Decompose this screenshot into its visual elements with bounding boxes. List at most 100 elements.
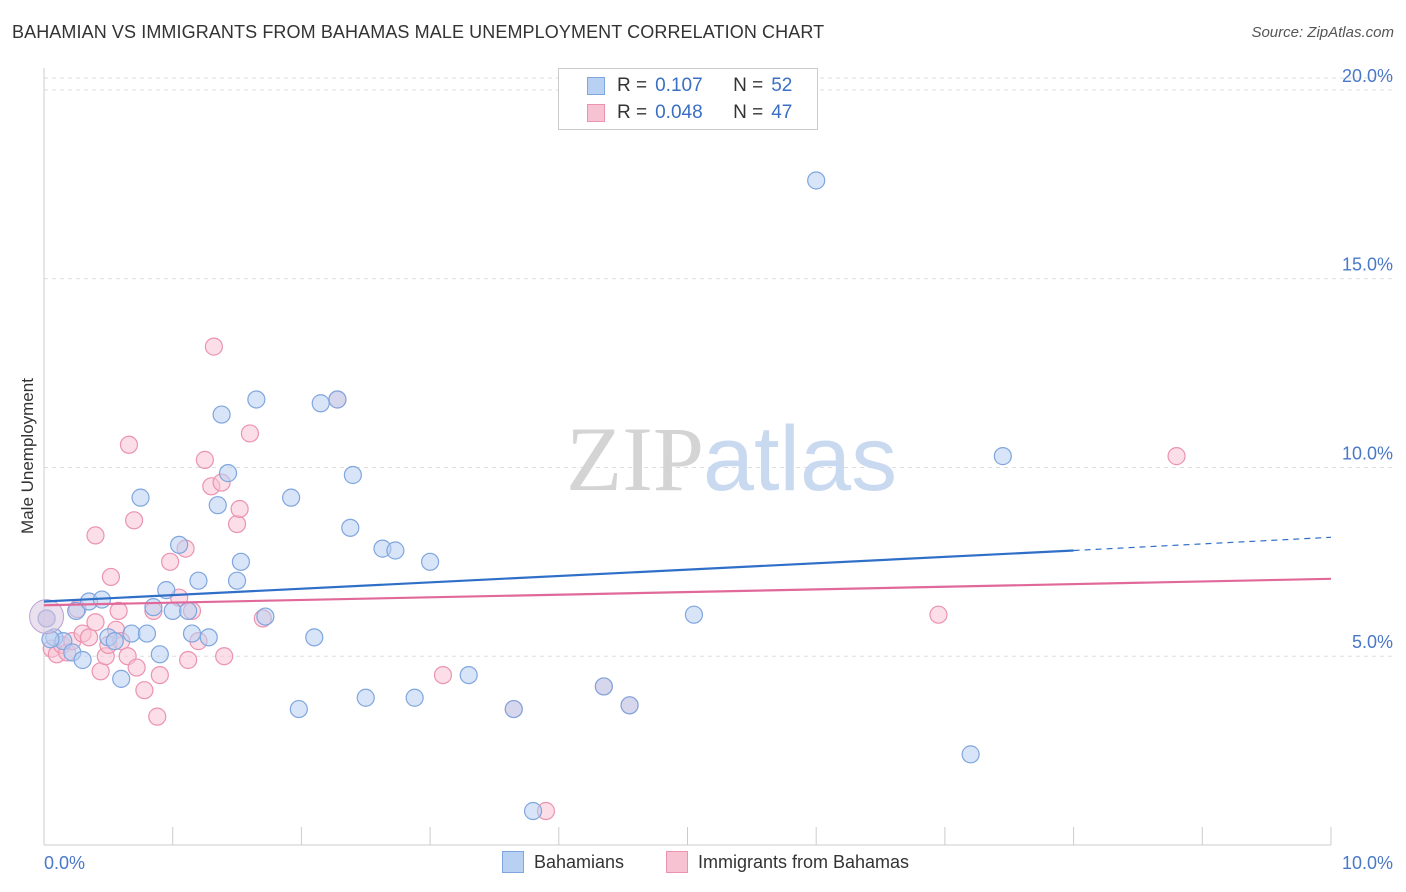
correlation-legend: R = 0.107 N = 52 R = 0.048 N = 47 (558, 68, 818, 130)
data-point-bahamians (170, 535, 189, 554)
trend-lines (43, 536, 1332, 607)
data-point-bahamians (993, 447, 1012, 466)
data-point-bahamians (289, 699, 308, 719)
data-point-immigrants (148, 707, 167, 726)
data-point-bahamians (163, 601, 182, 621)
data-point-immigrants (101, 567, 121, 587)
data-point-bahamians (620, 696, 639, 715)
data-point-immigrants (124, 511, 144, 530)
axes (43, 68, 1332, 846)
x-tick-label: 0.0% (44, 853, 85, 873)
data-point-bahamians (189, 571, 208, 590)
data-point-bahamians (131, 488, 150, 507)
y-tick-label: 15.0% (1342, 255, 1393, 275)
trend-line-bahamians-extrapolated (1073, 536, 1332, 552)
data-point-immigrants (119, 435, 139, 454)
data-point-bahamians (112, 669, 131, 688)
gridlines (44, 77, 1393, 657)
data-point-bahamians (684, 605, 704, 624)
legend-n-value: 52 (771, 75, 793, 96)
watermark: ZIP atlas (566, 408, 897, 510)
data-point-bahamians (421, 552, 440, 571)
data-point-bahamians (523, 801, 543, 821)
series-legend: Bahamians Immigrants from Bahamas (0, 851, 1406, 877)
data-point-bahamians (218, 464, 238, 483)
data-point-immigrants (86, 613, 105, 632)
data-point-bahamians (311, 394, 330, 413)
legend-swatch-pink (666, 851, 688, 873)
legend-r-label: R = (617, 102, 648, 123)
data-point-bahamians (208, 496, 227, 515)
legend-swatch-pink (587, 104, 605, 122)
data-point-immigrants (179, 650, 198, 670)
data-point-bahamians (341, 518, 360, 537)
data-point-immigrants (929, 605, 948, 624)
series-bahamians-points (29, 171, 1012, 821)
data-point-cluster (29, 599, 65, 635)
data-point-bahamians (150, 645, 169, 664)
data-point-bahamians (137, 624, 157, 643)
data-point-bahamians (343, 465, 362, 485)
data-point-bahamians (182, 624, 202, 643)
data-point-bahamians (144, 598, 163, 617)
data-point-immigrants (79, 628, 99, 647)
data-point-bahamians (231, 552, 251, 571)
data-point-bahamians (179, 601, 198, 621)
tick-labels: 5.0% 10.0% 15.0% 20.0% 0.0% 10.0% (44, 66, 1393, 873)
x-tick-label: 10.0% (1342, 853, 1393, 873)
data-point-immigrants (1167, 447, 1186, 466)
source-note: Source: ZipAtlas.com (1251, 24, 1394, 41)
data-point-bahamians (105, 632, 124, 651)
data-point-bahamians (227, 571, 247, 590)
data-point-bahamians (405, 688, 424, 707)
y-tick-label: 5.0% (1352, 632, 1393, 652)
data-point-bahamians (67, 601, 86, 621)
y-tick-label: 20.0% (1342, 66, 1393, 86)
watermark-zip: ZIP (566, 408, 704, 510)
data-point-bahamians (122, 624, 141, 643)
legend-n-value: 47 (771, 102, 793, 123)
watermark-atlas: atlas (703, 408, 897, 510)
data-point-bahamians (961, 745, 980, 764)
data-point-immigrants (204, 337, 223, 356)
data-point-bahamians (199, 628, 218, 647)
data-point-bahamians (459, 665, 478, 685)
legend-swatch-blue (502, 851, 524, 873)
legend-label-bahamians: Bahamians (534, 851, 625, 872)
data-point-bahamians (256, 607, 275, 626)
legend-r-value: 0.048 (655, 102, 703, 123)
data-point-bahamians (212, 405, 231, 424)
legend-n-label: N = (733, 75, 764, 96)
data-point-bahamians (386, 541, 405, 560)
data-point-bahamians (594, 677, 613, 696)
legend-row-bahamians: R = 0.107 N = 52 (559, 73, 792, 99)
chart-title: BAHAMIAN VS IMMIGRANTS FROM BAHAMAS MALE… (12, 22, 825, 42)
data-point-bahamians (328, 390, 347, 409)
data-point-bahamians (247, 390, 266, 409)
data-point-immigrants (227, 514, 247, 534)
data-point-immigrants (150, 665, 169, 685)
data-point-bahamians (73, 650, 92, 670)
legend-label-immigrants: Immigrants from Bahamas (698, 851, 910, 872)
legend-row-immigrants: R = 0.048 N = 47 (559, 100, 792, 126)
data-point-immigrants (91, 662, 110, 681)
data-point-immigrants (135, 681, 154, 700)
data-point-immigrants (215, 647, 234, 666)
legend-item-bahamians[interactable]: Bahamians (502, 851, 624, 873)
data-point-bahamians (282, 488, 301, 507)
data-point-immigrants (240, 424, 260, 443)
data-point-bahamians (356, 688, 375, 707)
legend-r-value: 0.107 (655, 75, 703, 96)
data-point-immigrants (195, 450, 214, 469)
data-point-immigrants (127, 658, 146, 677)
data-point-bahamians (504, 699, 523, 719)
legend-swatch-blue (587, 77, 605, 95)
data-point-immigrants (86, 526, 105, 545)
y-tick-label: 10.0% (1342, 443, 1393, 463)
data-point-bahamians (807, 171, 826, 190)
trend-line-immigrants (43, 577, 1332, 607)
trend-line-bahamians (43, 549, 1074, 603)
legend-item-immigrants[interactable]: Immigrants from Bahamas (666, 851, 909, 873)
data-point-immigrants (109, 601, 128, 621)
